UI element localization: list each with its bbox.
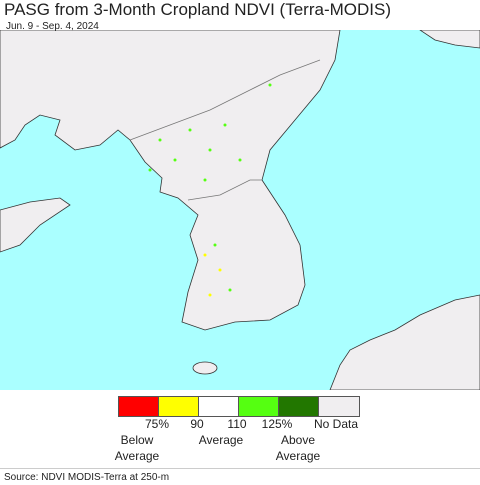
legend-tick: 110 [227,417,247,431]
legend-swatch [119,397,159,416]
legend-tick: 75% [144,417,170,431]
subtitle: Jun. 9 - Sep. 4, 2024 [6,21,99,32]
legend-swatch [159,397,199,416]
green-pixels [148,83,272,292]
russia [419,30,480,49]
legend-label: Average [198,433,244,447]
legend-tick: 125% [261,417,293,431]
source: Source: NDVI MODIS-Terra at 250-m [0,468,480,485]
map [0,30,480,390]
legend-swatch [239,397,279,416]
legend-no-data: No Data [313,417,359,431]
shandong [0,197,71,253]
legend-swatch [319,397,359,416]
legend-swatch [199,397,239,416]
legend-label: Above Average [275,433,321,463]
jeju [192,361,218,375]
legend-swatch [279,397,319,416]
yellow-pixels [203,253,222,297]
legend [118,396,360,417]
mainland [0,30,341,331]
legend-tick: 90 [190,417,204,431]
japan [329,294,480,390]
border [129,59,321,141]
dmz [187,179,262,201]
legend-label: Below Average [114,433,160,463]
title: PASG from 3-Month Cropland NDVI (Terra-M… [4,0,391,19]
